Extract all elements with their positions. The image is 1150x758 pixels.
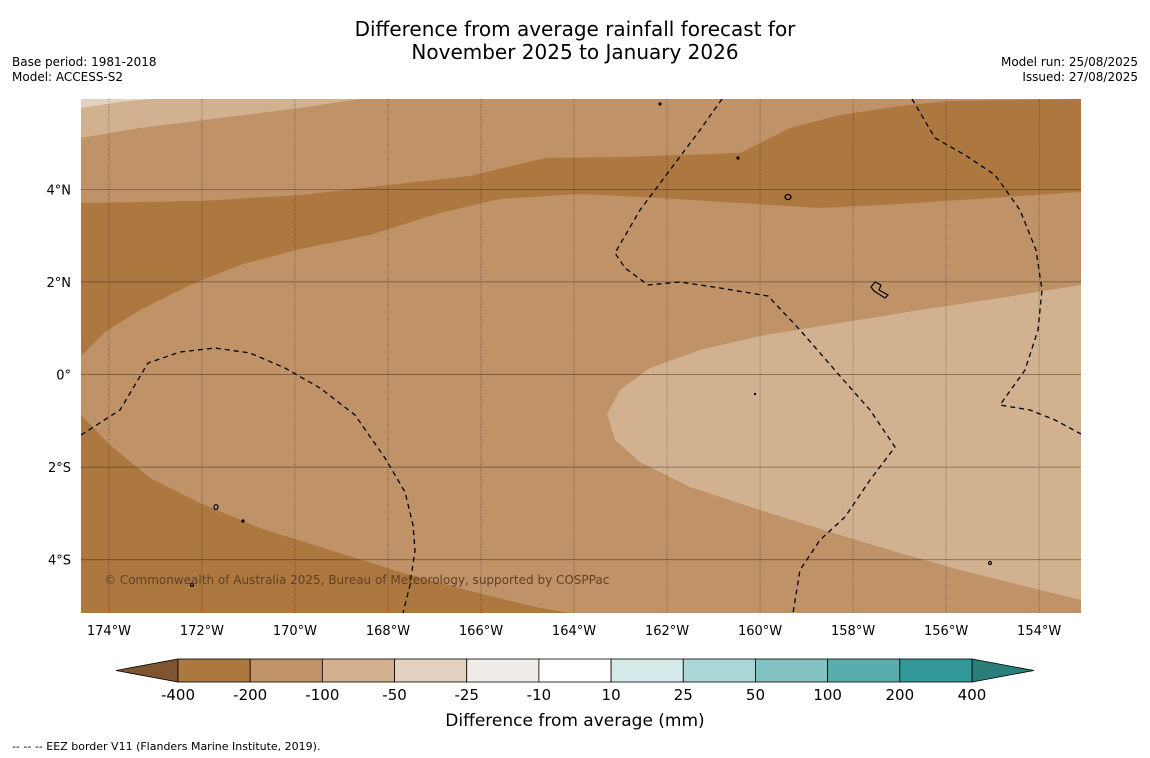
island-washington (736, 156, 740, 160)
title-line-1: Difference from average rainfall forecas… (354, 17, 796, 41)
colorbar-tick-label: 50 (746, 686, 765, 704)
axis-labels: 174°W 172°W 170°W 168°W 166°W 164°W 162°W 160°W… (47, 183, 1062, 639)
eez-borders (81, 99, 1081, 613)
model-text: Model: ACCESS-S2 (12, 70, 124, 84)
title-line-2: November 2025 to January 2026 (411, 40, 739, 64)
island-kiritimati (870, 281, 889, 299)
colorbar-underflow-arrow (115, 658, 179, 683)
eez-footnote: -- -- -- EEZ border V11 (Flanders Marine… (12, 740, 321, 753)
longitude-tick-label: 162°W (645, 624, 689, 639)
colorbar: -400 -200 -100 -50 -25 -10 10 25 50 100 200 400 (115, 658, 1035, 704)
colorbar-tick-label: 25 (674, 686, 693, 704)
colorbar-tick-label: 200 (885, 686, 914, 704)
field-band-25-50-north (81, 99, 150, 108)
island-palmyra (658, 102, 662, 106)
longitude-tick-label: 170°W (273, 624, 317, 639)
longitude-tick-label: 174°W (87, 624, 131, 639)
colorbar-swatch (394, 658, 468, 683)
island-tabuaeran (784, 193, 792, 201)
island-malden (987, 560, 993, 566)
island-jarvis (753, 392, 757, 396)
colorbar-tick-label: -50 (382, 686, 407, 704)
colorbar-tick-label: -400 (161, 686, 195, 704)
eez-border-kiribati-phoenix (81, 347, 416, 613)
eez-border-kiribati-line (614, 99, 896, 613)
latitude-tick-label: 2°N (47, 276, 72, 291)
colorbar-swatch (682, 658, 756, 683)
islands (189, 102, 993, 588)
colorbar-overflow-arrow (971, 658, 1035, 683)
colorbar-swatch (827, 658, 901, 683)
colorbar-tick-label: -100 (305, 686, 339, 704)
island-birnie (241, 519, 245, 523)
colorbar-label: Difference from average (mm) (445, 711, 704, 731)
map-title: Difference from average rainfall forecas… (0, 18, 1150, 64)
model-info: Base period: 1981-2018 Model: ACCESS-S2 (12, 55, 157, 85)
graticule (81, 99, 1081, 613)
colorbar-swatch (466, 658, 540, 683)
latitude-tick-label: 4°N (47, 183, 72, 198)
colorbar-tick-label: 400 (958, 686, 987, 704)
colorbar-swatch (610, 658, 684, 683)
rainfall-map: © Commonwealth of Australia 2025, Bureau… (47, 99, 1081, 731)
longitude-tick-label: 158°W (831, 624, 875, 639)
base-period-text: Base period: 1981-2018 (12, 55, 157, 69)
colorbar-swatch (321, 658, 395, 683)
island-canton (189, 582, 195, 588)
latitude-tick-label: 0° (56, 369, 71, 384)
colorbar-swatch (899, 658, 973, 683)
latitude-tick-label: 2°S (48, 461, 71, 476)
colorbar-tick-label: -200 (233, 686, 267, 704)
copyright-text: © Commonwealth of Australia 2025, Bureau… (104, 573, 609, 587)
longitude-tick-label: 168°W (366, 624, 410, 639)
longitude-tick-label: 172°W (180, 624, 224, 639)
longitude-tick-label: 160°W (738, 624, 782, 639)
colorbar-tick-label: -10 (527, 686, 552, 704)
issued-text: Issued: 27/08/2025 (1022, 70, 1138, 84)
colorbar-tick-label: 100 (813, 686, 842, 704)
longitude-tick-label: 164°W (552, 624, 596, 639)
latitude-tick-label: 4°S (48, 554, 71, 569)
longitude-tick-label: 154°W (1017, 624, 1061, 639)
colorbar-swatch (755, 658, 829, 683)
island-enderbury (213, 503, 219, 511)
longitude-tick-label: 156°W (924, 624, 968, 639)
longitude-tick-label: 166°W (459, 624, 503, 639)
colorbar-swatch (177, 658, 251, 683)
eez-border-line-islands (911, 99, 1081, 435)
colorbar-tick-label: -25 (454, 686, 479, 704)
run-info: Model run: 25/08/2025 Issued: 27/08/2025 (1001, 55, 1138, 85)
rainfall-field: © Commonwealth of Australia 2025, Bureau… (81, 99, 1081, 613)
colorbar-swatch (249, 658, 323, 683)
field-band-50-100-east (607, 285, 1081, 600)
model-run-text: Model run: 25/08/2025 (1000, 55, 1138, 69)
colorbar-tick-label: 10 (602, 686, 621, 704)
colorbar-swatch (538, 658, 612, 683)
field-band-50-100-north (81, 99, 360, 138)
